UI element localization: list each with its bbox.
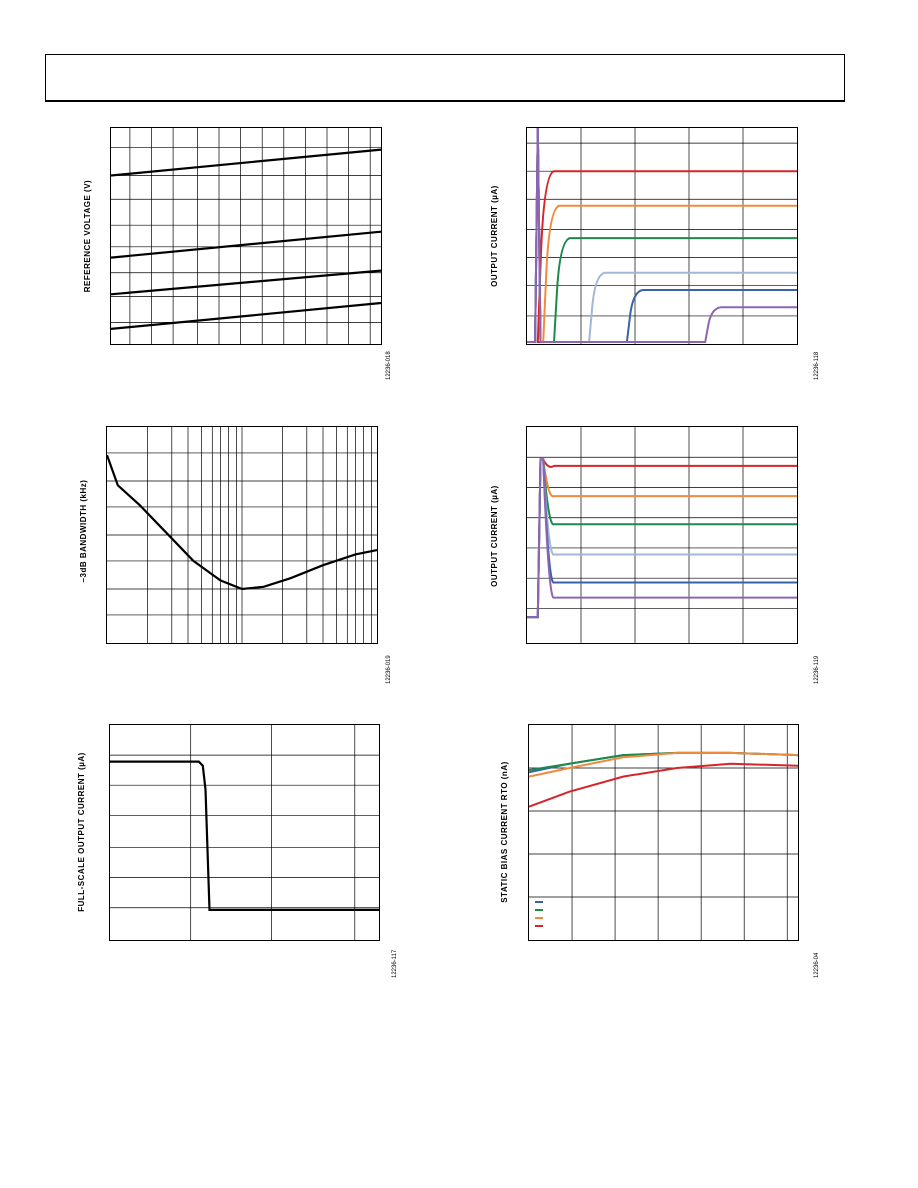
series-line-2 bbox=[528, 751, 799, 778]
series-line-0 bbox=[527, 127, 797, 343]
series-line-4 bbox=[527, 127, 797, 343]
reference-voltage-chart bbox=[110, 127, 382, 345]
series-line-3 bbox=[528, 762, 799, 808]
full-scale-current-figure-id: 12236-117 bbox=[392, 949, 398, 978]
output-current-2-figure-id: 12236-119 bbox=[814, 655, 820, 684]
series-line-4 bbox=[527, 458, 797, 619]
bandwidth-chart bbox=[105, 426, 378, 644]
bandwidth-chart-svg bbox=[105, 427, 378, 643]
full-scale-current-chart bbox=[109, 724, 380, 941]
series-line-3 bbox=[527, 127, 797, 343]
series-line-0 bbox=[527, 458, 797, 619]
output-current-chart-1-svg bbox=[527, 127, 797, 344]
reference-voltage-y-label: REFERENCE VOLTAGE (V) bbox=[83, 179, 92, 293]
series-line-2 bbox=[527, 458, 797, 619]
output-current-1-y-label: OUTPUT CURRENT (µA) bbox=[490, 185, 499, 287]
output-current-chart-2-svg bbox=[527, 427, 797, 643]
series-line-1 bbox=[527, 458, 797, 619]
series-line-1 bbox=[527, 127, 797, 343]
series-line-5 bbox=[527, 458, 797, 619]
series-line-1 bbox=[110, 230, 382, 259]
static-bias-current-figure-id: 12236-04 bbox=[814, 952, 820, 978]
full-scale-current-y-label: FULL-SCALE OUTPUT CURRENT (µA) bbox=[77, 752, 86, 912]
series-line-0 bbox=[110, 148, 382, 177]
static-bias-current-chart bbox=[528, 724, 799, 941]
page-header-box bbox=[45, 54, 845, 102]
series-line-0 bbox=[105, 454, 378, 591]
static-bias-current-y-label: STATIC BIAS CURRENT RTO (nA) bbox=[500, 761, 509, 903]
series-line-3 bbox=[527, 458, 797, 619]
series-line-5 bbox=[527, 127, 797, 343]
reference-voltage-figure-id: 12236-018 bbox=[386, 351, 392, 380]
reference-voltage-chart-svg bbox=[110, 128, 382, 344]
bandwidth-figure-id: 12236-019 bbox=[386, 655, 392, 684]
series-line-2 bbox=[527, 127, 797, 343]
full-scale-current-chart-svg bbox=[110, 725, 379, 940]
static-bias-current-chart-svg bbox=[528, 725, 799, 940]
series-line-2 bbox=[110, 269, 382, 296]
output-current-chart-2 bbox=[526, 426, 798, 644]
output-current-chart-1 bbox=[526, 127, 798, 345]
output-current-2-y-label: OUTPUT CURRENT (µA) bbox=[490, 485, 499, 587]
output-current-1-figure-id: 12236-118 bbox=[814, 351, 820, 380]
series-line-3 bbox=[110, 301, 382, 330]
series-line-0 bbox=[110, 760, 379, 911]
bandwidth-y-label: –3dB BANDWIDTH (kHz) bbox=[79, 479, 88, 583]
